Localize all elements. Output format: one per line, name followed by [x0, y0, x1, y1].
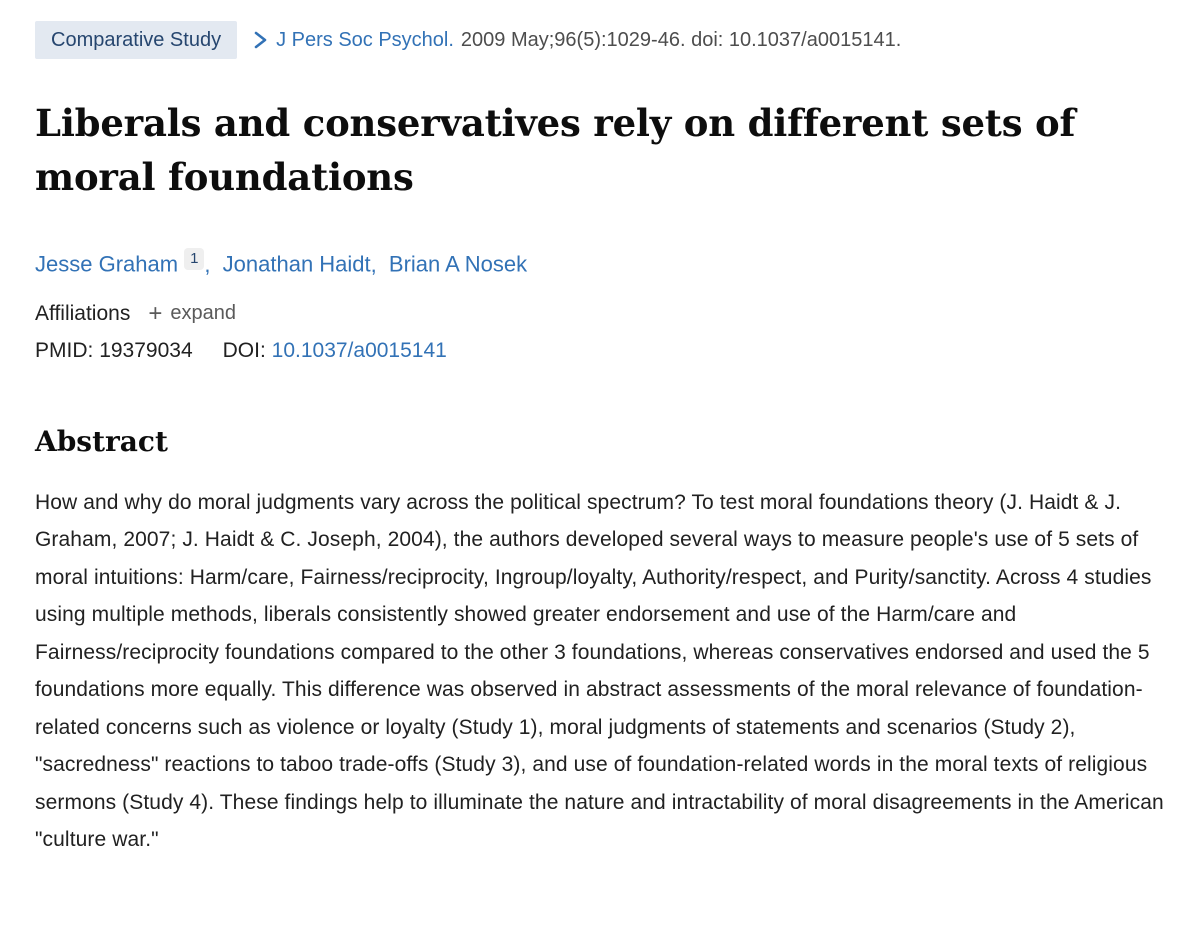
affiliation-superscript[interactable]: 1 — [184, 248, 205, 271]
pmid-group: PMID: 19379034 — [35, 339, 193, 362]
citation-row: Comparative Study J Pers Soc Psychol. 20… — [35, 21, 1165, 59]
author-link[interactable]: Jesse Graham — [35, 251, 179, 277]
page-title: Liberals and conservatives rely on diffe… — [35, 101, 1076, 199]
publication-type-badge[interactable]: Comparative Study — [35, 21, 238, 59]
author-link[interactable]: Jonathan Haidt — [222, 251, 371, 277]
author-separator: , — [204, 251, 211, 277]
chevron-right-icon — [253, 29, 268, 51]
author-link[interactable]: Brian A Nosek — [388, 251, 528, 277]
affiliations-label: Affiliations — [35, 301, 131, 325]
journal-link[interactable]: J Pers Soc Psychol. — [276, 29, 454, 51]
affiliations-row: Affiliations + expand — [35, 299, 1165, 327]
doi-label: DOI: — [222, 338, 266, 362]
expand-label: expand — [170, 302, 236, 325]
abstract-text: How and why do moral judgments vary acro… — [35, 490, 1164, 852]
expand-affiliations-button[interactable]: + expand — [148, 299, 236, 327]
pmid-label: PMID: — [35, 338, 94, 362]
abstract-heading: Abstract — [35, 424, 168, 458]
plus-icon: + — [148, 299, 163, 327]
citation-text: 2009 May;96(5):1029-46. doi: 10.1037/a00… — [460, 29, 902, 51]
authors-list: Jesse Graham 1, Jonathan Haidt, Brian A N… — [35, 248, 1165, 277]
identifiers-row: PMID: 19379034 DOI: 10.1037/a0015141 — [35, 339, 1165, 363]
pmid-value: 19379034 — [99, 338, 193, 362]
doi-group: DOI: 10.1037/a0015141 — [223, 339, 447, 362]
author-separator: , — [370, 251, 377, 277]
doi-link[interactable]: 10.1037/a0015141 — [271, 338, 447, 362]
